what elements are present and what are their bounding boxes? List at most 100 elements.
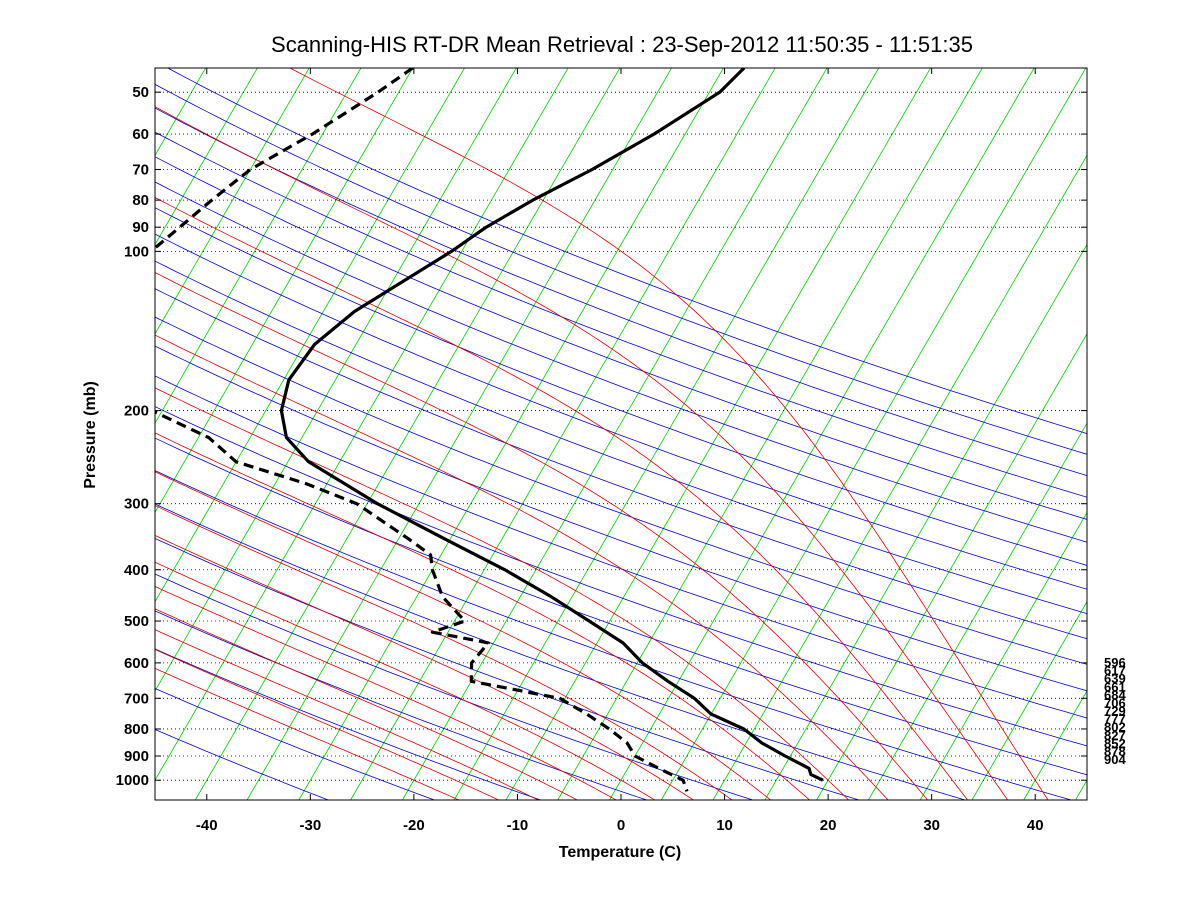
isotherm-line <box>0 41 118 800</box>
y-tick-label: 90 <box>132 219 149 236</box>
isotherm-line <box>816 333 1087 800</box>
y-tick-label: 1000 <box>116 772 149 789</box>
isotherm-line <box>155 68 258 246</box>
dry-adiabat-line <box>155 260 1087 615</box>
x-tick-label: 40 <box>1027 817 1044 834</box>
dry-adiabat-line <box>155 181 1087 543</box>
isotherm-line <box>557 68 983 800</box>
moist-adiabat-line <box>155 334 889 800</box>
moist-adiabat-line <box>155 471 771 800</box>
isotherm-line <box>1179 41 1200 800</box>
isotherm-line <box>155 68 310 335</box>
y-tick-label: 900 <box>124 748 149 765</box>
dry-adiabat-line <box>155 316 1087 665</box>
moist-adiabat-line <box>155 505 733 800</box>
moist-adiabat-line <box>155 272 928 800</box>
isotherm-line <box>246 68 673 800</box>
x-tick-label: 20 <box>820 817 837 834</box>
dry-adiabat-line <box>155 375 1087 719</box>
isotherm-line <box>712 154 1087 800</box>
isotherm-line <box>1075 779 1087 800</box>
y-axis-label: Pressure (mb) <box>82 381 99 489</box>
profile-series <box>155 68 824 792</box>
dry-adiabat-line <box>155 345 1087 692</box>
dry-adiabat-line <box>155 687 435 800</box>
isotherm-line <box>764 243 1087 800</box>
x-tick-label: -30 <box>299 817 321 834</box>
dewpoint-line <box>155 68 689 792</box>
isotherm-line <box>505 68 931 800</box>
y-tick-label: 300 <box>124 496 149 513</box>
right-pressure-label: 878 <box>1104 744 1126 759</box>
isotherm-line <box>660 68 1087 800</box>
dry-adiabat-line <box>155 406 1087 747</box>
moist-adiabat-line <box>155 586 617 800</box>
isotherm-line <box>868 422 1087 800</box>
isotherm-line <box>453 68 880 800</box>
x-tick-label: -40 <box>196 817 218 834</box>
right-pressure-label: 617 <box>1104 663 1126 678</box>
x-axis-ticks: -40 -30 -20 -10 0 10 20 30 40 <box>196 68 1044 834</box>
moist-adiabat-line <box>155 649 499 800</box>
right-pressure-label: 639 <box>1104 671 1126 686</box>
moist-adiabat-line <box>155 535 694 800</box>
y-tick-label: 200 <box>124 403 149 420</box>
dry-adiabat-line <box>155 207 1087 566</box>
x-tick-label: 0 <box>617 817 625 834</box>
moist-adiabat-line <box>155 561 655 800</box>
y-tick-label: 800 <box>124 721 149 738</box>
y-tick-label: 80 <box>132 192 149 209</box>
right-pressure-label: 777 <box>1104 712 1126 727</box>
dry-adiabat-line <box>166 68 1087 435</box>
dry-adiabat-line <box>155 503 966 800</box>
isotherm-line <box>155 68 517 692</box>
moist-adiabat-line <box>155 432 810 800</box>
isotherm-line <box>919 511 1087 800</box>
isotherm-line <box>971 600 1087 800</box>
right-pressure-label: 706 <box>1104 695 1126 710</box>
dry-adiabat-line <box>155 288 1087 640</box>
dry-adiabat-line <box>155 470 1072 800</box>
y-axis-ticks: 50 60 70 80 90 100 200 300 400 500 600 700 800 900 100… <box>116 84 1087 789</box>
y-tick-label: 60 <box>132 126 149 143</box>
right-pressure-label: 827 <box>1104 728 1126 743</box>
moist-adiabat-line <box>289 68 1049 800</box>
isotherm-line <box>0 41 66 800</box>
isotherm-line <box>194 68 621 800</box>
y-tick-label: 400 <box>124 562 149 579</box>
isotherm-line <box>155 68 207 157</box>
dry-adiabat-line <box>155 131 1087 498</box>
y-tick-label: 50 <box>132 84 149 101</box>
x-tick-label: -10 <box>507 817 529 834</box>
isotherm-line <box>0 41 14 800</box>
y-tick-label: 70 <box>132 161 149 178</box>
right-pressure-label: 904 <box>1104 752 1126 767</box>
thermo-background-lines <box>0 41 1200 800</box>
dry-adiabat-line <box>155 538 860 800</box>
dry-adiabat-line <box>155 648 541 800</box>
dry-adiabat-line <box>155 83 1087 455</box>
moist-adiabat-line <box>155 197 968 800</box>
moist-adiabat-line <box>155 106 1009 800</box>
right-pressure-label: 596 <box>1104 655 1126 670</box>
right-pressure-label: 852 <box>1104 736 1126 751</box>
isotherm-line <box>350 68 776 800</box>
dry-adiabat-line <box>155 573 753 800</box>
right-pressure-label: 729 <box>1104 704 1126 719</box>
moist-adiabat-line <box>155 629 539 800</box>
x-tick-label: 10 <box>716 817 733 834</box>
right-pressure-label: 802 <box>1104 720 1126 735</box>
isotherm-line <box>155 68 362 424</box>
y-tick-label: 600 <box>124 655 149 672</box>
isotherm-line <box>155 68 569 782</box>
isotherm-line <box>402 68 828 800</box>
right-pressure-label: 684 <box>1104 687 1126 702</box>
isotherm-line <box>155 68 465 603</box>
x-tick-label: -20 <box>403 817 425 834</box>
dry-adiabat-line <box>155 729 329 800</box>
isotherm-line <box>298 68 724 800</box>
y-tick-label: 500 <box>124 613 149 630</box>
temperature-line <box>279 68 824 782</box>
